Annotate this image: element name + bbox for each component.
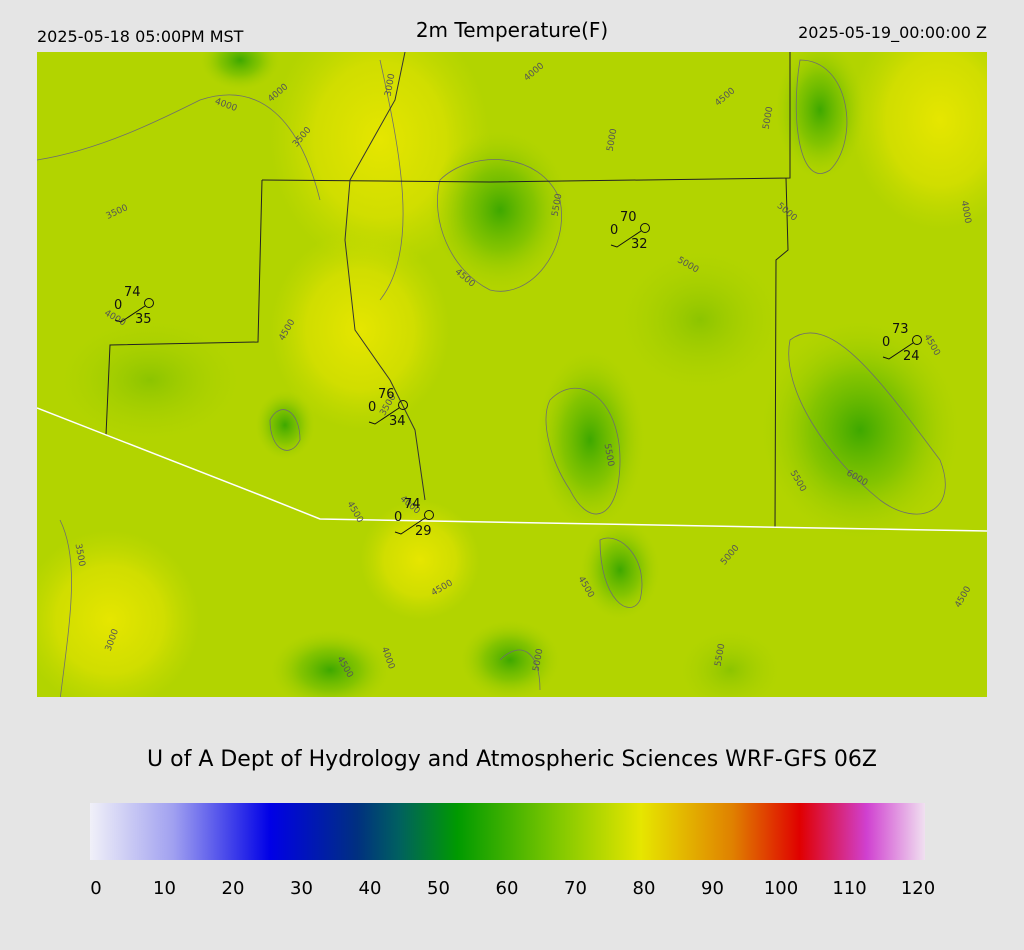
colorbar-tick-label: 70 (564, 878, 587, 899)
colorbar-tick-label: 0 (90, 878, 101, 899)
contour-label: 5500 (714, 643, 728, 668)
station-circle (912, 335, 922, 345)
colorbar-tick-label: 80 (633, 878, 656, 899)
colorbar-tick-label: 50 (427, 878, 450, 899)
header-right: 2025-05-19_00:00:00 Z (798, 23, 987, 43)
wind-barb (394, 517, 426, 535)
colorbar-tick-label: 10 (153, 878, 176, 899)
station-dewpoint: 0 (368, 400, 376, 415)
station-temperature: 74 (124, 285, 141, 300)
colorbar-tick-label: 110 (832, 878, 866, 899)
contour-label: 3000 (384, 73, 398, 98)
colorbar-tick-label: 90 (701, 878, 724, 899)
wind-barb (610, 230, 642, 248)
station-circle (640, 223, 650, 233)
colorbar-tick-label: 20 (222, 878, 245, 899)
border-line (37, 407, 987, 532)
colorbar-tick-label: 120 (901, 878, 935, 899)
station-wind: 29 (415, 524, 432, 539)
footer: U of A Dept of Hydrology and Atmospheric… (147, 747, 877, 772)
header-title: 2m Temperature(F) (416, 18, 608, 42)
contour-label: 3500 (73, 543, 87, 568)
contour-label: 4000 (959, 200, 973, 225)
boundaries (105, 52, 791, 529)
station-plot: 740 35 (114, 285, 154, 327)
station-wind: 32 (631, 237, 648, 252)
wind-barb (114, 305, 146, 323)
station-plot: 760 34 (368, 387, 408, 429)
colorbar-tick-label: 60 (496, 878, 519, 899)
colorbar-tick-label: 40 (359, 878, 382, 899)
header-left: 2025-05-18 05:00PM MST (37, 27, 244, 46)
contour-lines (37, 59, 946, 697)
station-plot: 740 29 (394, 497, 434, 539)
colorbar-tick-label: 30 (290, 878, 313, 899)
station-plot: 700 32 (610, 210, 650, 252)
station-temperature: 76 (378, 387, 395, 402)
station-dewpoint: 0 (394, 510, 402, 525)
colorbar (90, 803, 925, 860)
terrain-shading (37, 52, 987, 697)
contour-label: 5000 (762, 106, 776, 131)
map: 3000400040003500350040004500500050005500… (37, 52, 987, 697)
station-circle (424, 510, 434, 520)
contour-label: 5500 (602, 443, 616, 468)
station-plot: 730 24 (882, 322, 922, 364)
contour-label: 5000 (532, 648, 546, 673)
station-temperature: 70 (620, 210, 637, 225)
station-wind: 24 (903, 349, 920, 364)
station-wind: 35 (135, 312, 152, 327)
colorbar-tick-label: 100 (764, 878, 798, 899)
station-circle (144, 298, 154, 308)
station-dewpoint: 0 (610, 223, 618, 238)
station-dewpoint: 0 (882, 335, 890, 350)
station-circle (398, 400, 408, 410)
wind-barb (368, 407, 400, 425)
contour-label: 5000 (606, 128, 620, 153)
station-temperature: 74 (404, 497, 421, 512)
contour-label: 5500 (551, 193, 565, 218)
wind-barb (882, 342, 914, 360)
station-dewpoint: 0 (114, 298, 122, 313)
station-wind: 34 (389, 414, 406, 429)
station-temperature: 73 (892, 322, 909, 337)
